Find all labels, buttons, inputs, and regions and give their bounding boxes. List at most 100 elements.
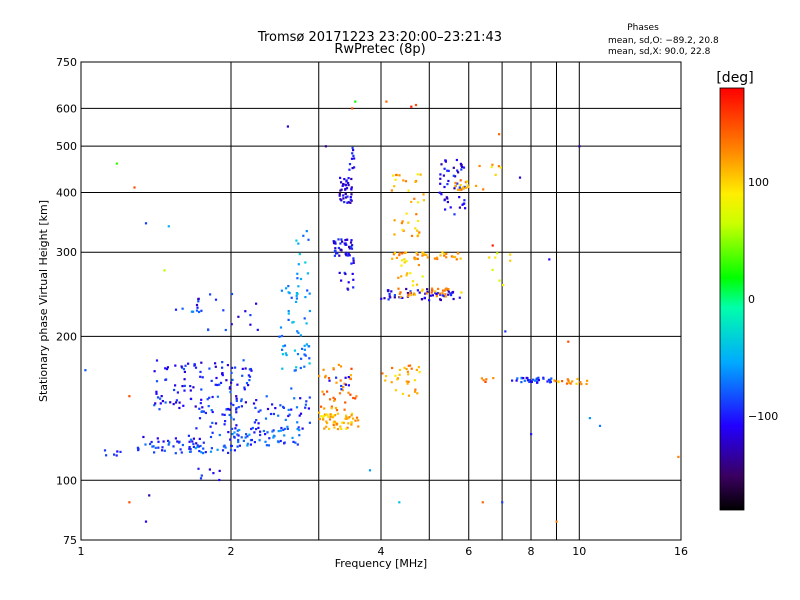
data-point	[245, 382, 249, 385]
colorbar-tick-label: 100	[748, 176, 769, 189]
data-point	[163, 449, 166, 452]
data-point	[155, 359, 159, 362]
data-point	[414, 180, 417, 183]
data-point	[119, 450, 122, 453]
data-point	[308, 357, 311, 360]
data-point	[407, 373, 410, 376]
data-point	[188, 440, 191, 443]
data-point	[405, 274, 408, 277]
data-point	[440, 193, 443, 196]
data-point	[328, 379, 331, 382]
data-point	[347, 391, 350, 394]
data-point	[454, 184, 457, 187]
data-point	[288, 413, 291, 416]
data-point	[201, 410, 204, 413]
data-point	[198, 437, 201, 440]
data-point	[412, 292, 415, 295]
data-point	[237, 406, 240, 409]
data-point	[417, 201, 420, 204]
data-point	[227, 451, 230, 454]
data-point	[321, 390, 324, 393]
data-point	[176, 391, 179, 394]
data-point	[236, 445, 239, 448]
data-point	[415, 252, 418, 255]
data-point	[430, 291, 433, 294]
data-point	[237, 434, 240, 437]
data-point	[579, 381, 582, 384]
data-point	[196, 306, 199, 309]
data-point	[347, 422, 350, 425]
data-point	[350, 423, 353, 426]
data-point	[303, 353, 306, 356]
data-point	[350, 421, 353, 424]
data-point	[198, 310, 201, 314]
data-point	[280, 289, 283, 292]
data-point	[350, 186, 353, 189]
data-point	[290, 296, 293, 299]
data-point	[588, 417, 591, 420]
data-point	[287, 414, 290, 418]
data-point	[325, 425, 328, 428]
data-point	[404, 251, 408, 254]
data-point	[580, 383, 583, 386]
data-point	[349, 377, 352, 380]
data-point	[234, 427, 237, 430]
data-point	[339, 379, 342, 382]
data-point	[187, 434, 190, 437]
data-point	[204, 451, 207, 454]
data-point	[451, 291, 454, 294]
data-point	[195, 309, 199, 312]
data-point	[423, 253, 426, 256]
data-point	[178, 401, 181, 404]
data-point	[269, 412, 273, 416]
data-point	[194, 405, 197, 408]
data-point	[222, 309, 225, 312]
data-point	[439, 173, 442, 176]
data-point	[308, 292, 311, 295]
data-point	[578, 145, 581, 148]
data-point	[571, 380, 574, 383]
data-point	[357, 425, 360, 428]
data-point	[230, 323, 233, 326]
data-point	[165, 378, 168, 381]
data-point	[267, 444, 270, 447]
data-point	[439, 254, 442, 257]
data-point	[450, 294, 453, 297]
data-point	[389, 296, 392, 299]
data-point	[304, 261, 307, 264]
data-point	[409, 272, 412, 275]
data-point	[303, 317, 306, 320]
x-tick-label: 6	[465, 545, 472, 558]
data-point	[326, 390, 329, 393]
data-point	[339, 242, 342, 245]
data-point	[329, 415, 332, 418]
data-point	[338, 194, 341, 197]
data-point	[537, 376, 540, 379]
data-point	[401, 228, 404, 231]
data-point	[253, 421, 256, 424]
data-point	[218, 469, 221, 472]
data-point	[342, 194, 345, 197]
data-point	[322, 417, 325, 420]
data-point	[460, 291, 463, 294]
data-point	[677, 455, 680, 458]
data-point	[384, 379, 387, 382]
data-point	[168, 441, 171, 444]
data-point	[352, 278, 355, 281]
data-point	[295, 294, 298, 297]
data-point	[297, 285, 300, 288]
data-point	[561, 380, 564, 383]
data-point	[537, 379, 540, 382]
data-point	[326, 414, 329, 417]
data-point	[352, 154, 355, 157]
data-point	[211, 431, 214, 434]
data-point	[499, 166, 502, 169]
data-point	[322, 368, 325, 371]
data-point	[202, 441, 205, 444]
data-point	[296, 353, 300, 356]
data-point	[542, 377, 545, 380]
data-point	[414, 227, 417, 230]
data-point	[208, 468, 211, 471]
data-point	[431, 289, 434, 292]
data-point	[444, 295, 447, 298]
